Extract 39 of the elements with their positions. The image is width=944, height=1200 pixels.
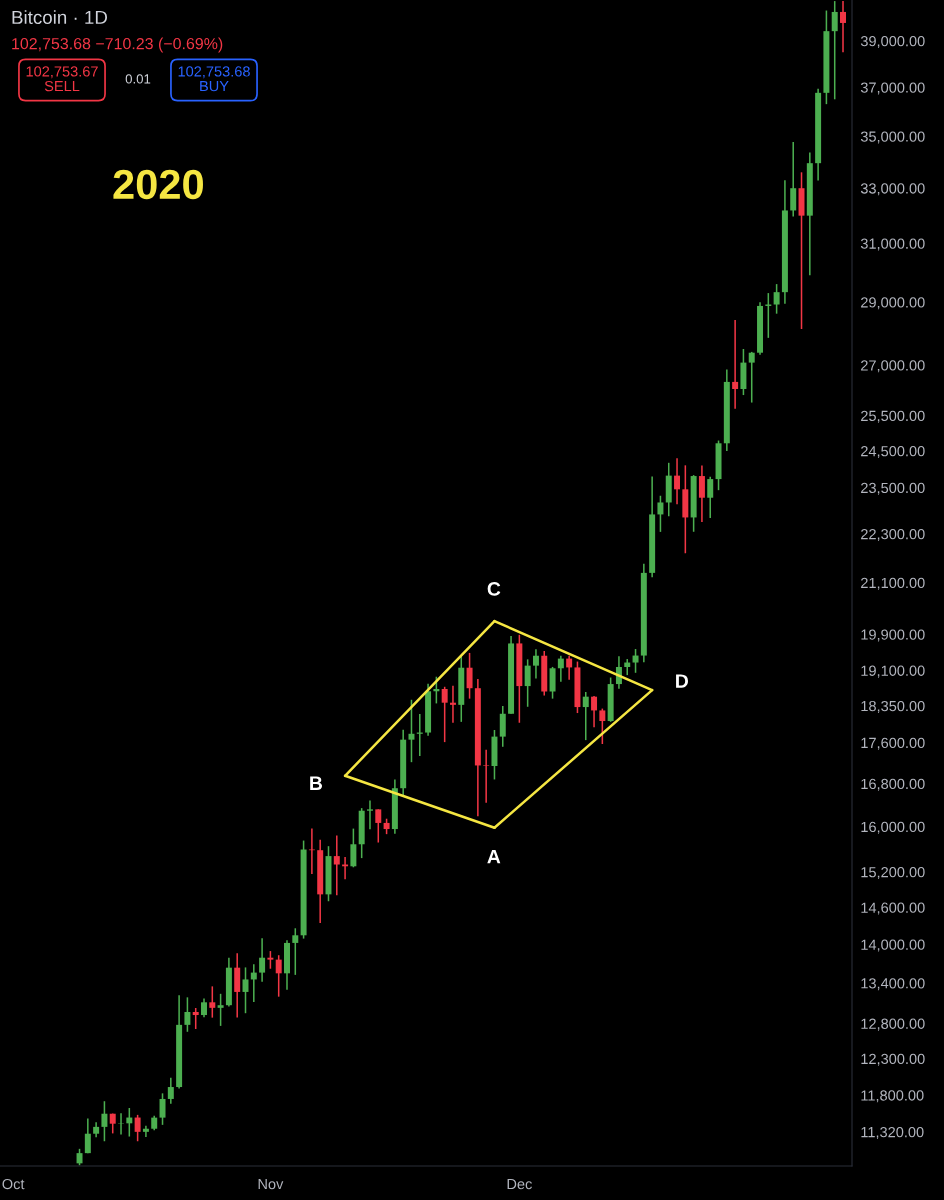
- y-tick-label: 18,350.00: [861, 700, 925, 713]
- y-tick-label: 12,300.00: [861, 1053, 925, 1066]
- y-tick-label: 19,100.00: [861, 665, 925, 678]
- chart-title: Bitcoin · 1D: [12, 10, 108, 25]
- y-tick-label: 16,000.00: [861, 821, 925, 834]
- y-tick-label: 33,000.00: [860, 183, 925, 196]
- y-tick-label: 23,500.00: [861, 482, 925, 495]
- y-tick-label: 37,000.00: [860, 82, 925, 95]
- x-tick-label: Nov: [258, 1179, 284, 1190]
- y-tick-label: 24,500.00: [861, 445, 925, 459]
- y-tick-label: 14,000.00: [861, 939, 925, 952]
- y-tick-label: 39,000.00: [860, 35, 925, 49]
- y-tick-label: 31,000.00: [860, 238, 925, 251]
- x-tick-label: Dec: [507, 1179, 532, 1190]
- y-tick-label: 17,600.00: [861, 737, 925, 750]
- annotation: 102,753.68 BUY: [178, 66, 250, 92]
- y-tick-label: 12,800.00: [861, 1018, 925, 1031]
- annotation: 102,753.68 −710.23 (−0.69%): [12, 37, 223, 53]
- y-tick-label: 25,500.00: [861, 410, 925, 423]
- annotation: B: [310, 776, 323, 790]
- annotation: 2020: [113, 169, 203, 200]
- annotation: D: [676, 674, 688, 688]
- annotation: 0.01: [125, 74, 151, 84]
- y-tick-label: 14,600.00: [861, 902, 925, 915]
- y-tick-label: 29,000.00: [861, 297, 925, 310]
- y-tick-label: 11,320.00: [861, 1126, 924, 1139]
- y-tick-label: 11,800.00: [861, 1090, 924, 1103]
- y-tick-label: 15,200.00: [861, 867, 925, 880]
- y-tick-label: 19,900.00: [861, 629, 925, 642]
- annotation: A: [487, 849, 501, 864]
- y-tick-label: 22,300.00: [861, 528, 925, 542]
- x-tick-label: Oct: [2, 1178, 25, 1190]
- y-tick-label: 13,400.00: [861, 978, 925, 991]
- annotation: C: [487, 582, 501, 596]
- annotation: 102,753.67 SELL: [26, 66, 98, 92]
- y-tick-label: 35,000.00: [860, 131, 925, 144]
- y-tick-label: 27,000.00: [861, 360, 925, 373]
- y-tick-label: 16,800.00: [861, 778, 925, 791]
- y-tick-label: 21,100.00: [861, 577, 925, 590]
